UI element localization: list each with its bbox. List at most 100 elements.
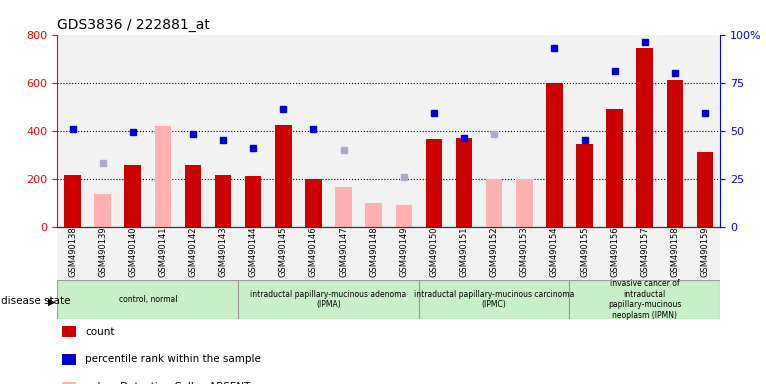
Bar [419, 35, 449, 227]
Bar [509, 227, 539, 280]
Bar [178, 35, 208, 227]
Bar [365, 203, 382, 227]
Bar [358, 227, 388, 280]
Text: GSM490154: GSM490154 [550, 227, 559, 277]
Bar [388, 227, 419, 280]
Bar [637, 48, 653, 227]
Bar [539, 35, 569, 227]
Bar [62, 382, 76, 384]
Text: GSM490147: GSM490147 [339, 227, 348, 277]
Text: intraductal papillary-mucinous carcinoma
(IPMC): intraductal papillary-mucinous carcinoma… [414, 290, 574, 309]
Bar [569, 35, 600, 227]
Bar [118, 227, 148, 280]
Text: control, normal: control, normal [119, 295, 177, 304]
Bar [569, 280, 720, 319]
Bar [660, 227, 690, 280]
Bar [57, 280, 238, 319]
Text: GSM490145: GSM490145 [279, 227, 288, 277]
Text: GSM490150: GSM490150 [430, 227, 438, 277]
Bar [124, 165, 141, 227]
Bar [329, 35, 358, 227]
Bar [697, 152, 713, 227]
Text: GSM490139: GSM490139 [98, 227, 107, 277]
Text: percentile rank within the sample: percentile rank within the sample [85, 354, 261, 364]
Text: GSM490151: GSM490151 [460, 227, 469, 277]
Bar [57, 227, 87, 280]
Bar [690, 227, 720, 280]
Bar [299, 35, 329, 227]
Bar [62, 326, 76, 337]
Text: GSM490143: GSM490143 [218, 227, 228, 277]
Bar [208, 35, 238, 227]
Bar [395, 205, 412, 227]
Bar [546, 83, 563, 227]
Bar [607, 109, 623, 227]
Bar [268, 227, 299, 280]
Bar [509, 35, 539, 227]
Bar [600, 35, 630, 227]
Bar [336, 187, 352, 227]
Text: GDS3836 / 222881_at: GDS3836 / 222881_at [57, 18, 211, 31]
Text: GSM490141: GSM490141 [159, 227, 167, 277]
Text: GSM490149: GSM490149 [399, 227, 408, 277]
Bar [388, 35, 419, 227]
Bar [666, 80, 683, 227]
Text: GSM490140: GSM490140 [128, 227, 137, 277]
Text: GSM490157: GSM490157 [640, 227, 650, 277]
Text: GSM490159: GSM490159 [700, 227, 709, 277]
Bar [87, 227, 118, 280]
Bar [569, 227, 600, 280]
Text: disease state: disease state [1, 296, 70, 306]
Bar [148, 35, 178, 227]
Text: GSM490153: GSM490153 [520, 227, 529, 277]
Bar [486, 179, 502, 227]
Bar [148, 227, 178, 280]
Bar [660, 35, 690, 227]
Bar [208, 227, 238, 280]
Bar [185, 165, 201, 227]
Bar [419, 227, 449, 280]
Bar [358, 35, 388, 227]
Bar [449, 35, 479, 227]
Text: GSM490138: GSM490138 [68, 227, 77, 277]
Bar [516, 179, 532, 227]
Text: GSM490142: GSM490142 [188, 227, 198, 277]
Bar [62, 354, 76, 365]
Bar [630, 35, 660, 227]
Bar [57, 35, 87, 227]
Bar [275, 124, 292, 227]
Text: GSM490146: GSM490146 [309, 227, 318, 277]
Bar [690, 35, 720, 227]
Bar [214, 175, 231, 227]
Text: GSM490155: GSM490155 [580, 227, 589, 277]
Bar [576, 144, 593, 227]
Bar [630, 227, 660, 280]
Bar [426, 139, 442, 227]
Bar [178, 227, 208, 280]
Text: intraductal papillary-mucinous adenoma
(IPMA): intraductal papillary-mucinous adenoma (… [250, 290, 407, 309]
Bar [268, 35, 299, 227]
Text: GSM490156: GSM490156 [611, 227, 619, 277]
Text: invasive cancer of
intraductal
papillary-mucinous
neoplasm (IPMN): invasive cancer of intraductal papillary… [608, 280, 682, 319]
Bar [245, 176, 261, 227]
Text: count: count [85, 327, 115, 337]
Bar [238, 280, 419, 319]
Bar [299, 227, 329, 280]
Text: GSM490144: GSM490144 [249, 227, 257, 277]
Text: GSM490152: GSM490152 [489, 227, 499, 277]
Text: ▶: ▶ [48, 296, 56, 306]
Bar [479, 227, 509, 280]
Bar [600, 227, 630, 280]
Bar [87, 35, 118, 227]
Text: GSM490158: GSM490158 [670, 227, 679, 277]
Bar [94, 194, 111, 227]
Bar [329, 227, 358, 280]
Bar [479, 35, 509, 227]
Bar [155, 126, 171, 227]
Bar [456, 138, 473, 227]
Bar [64, 175, 80, 227]
Bar [449, 227, 479, 280]
Bar [118, 35, 148, 227]
Text: value, Detection Call = ABSENT: value, Detection Call = ABSENT [85, 382, 250, 384]
Bar [238, 35, 268, 227]
